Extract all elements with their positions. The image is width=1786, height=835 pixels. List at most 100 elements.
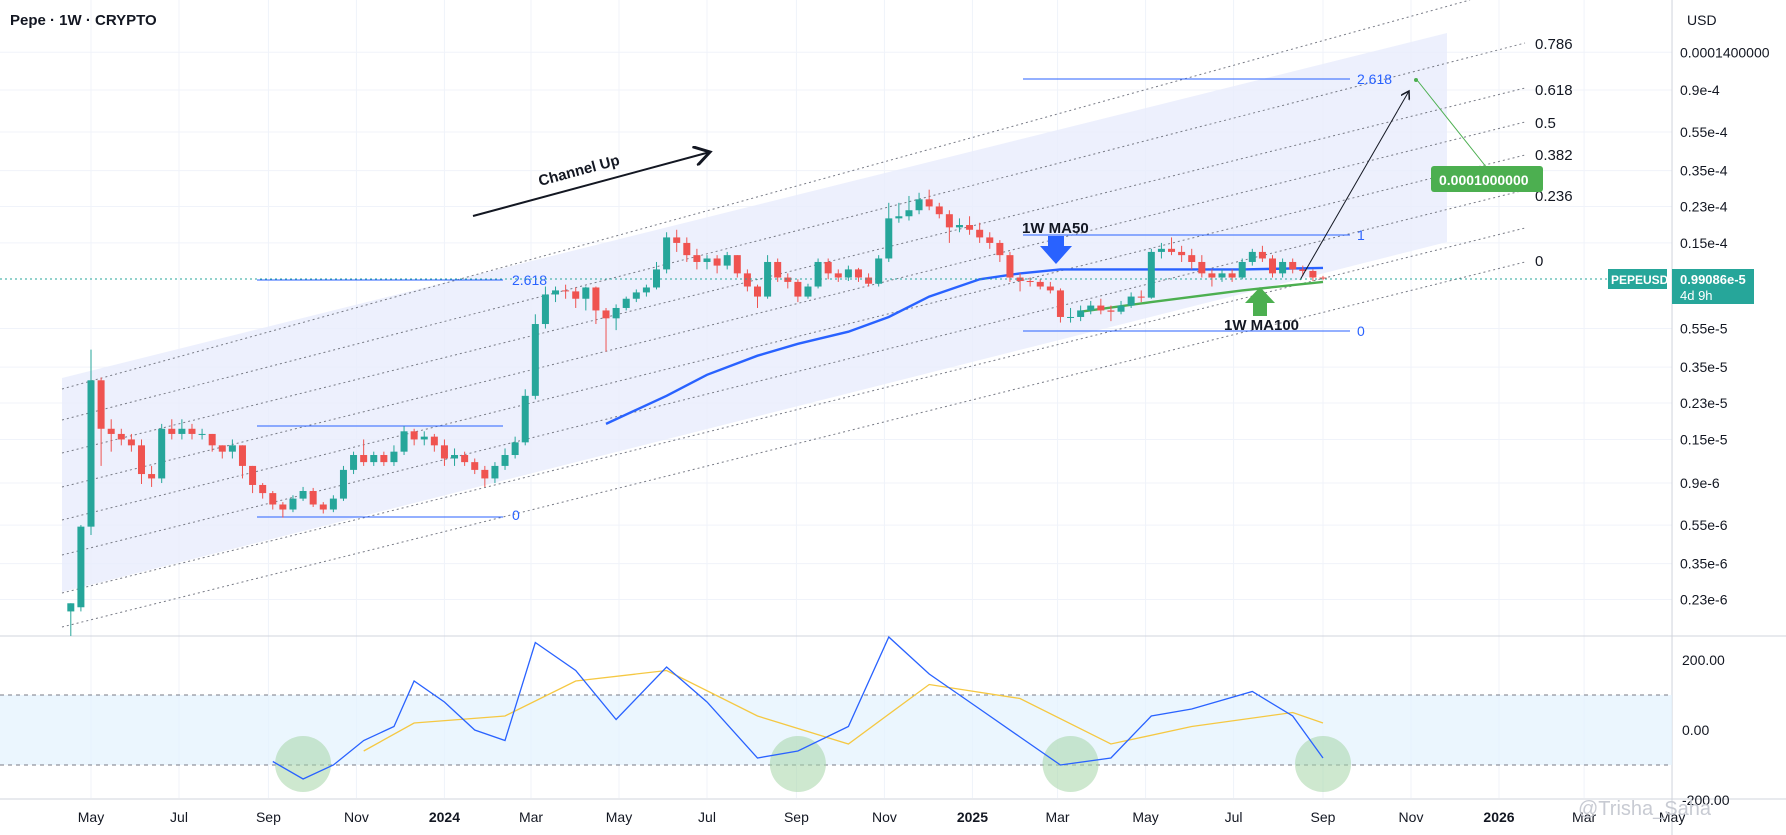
rsi-signal-line [363,669,1324,752]
candle-body [97,380,105,429]
candle-body [562,290,570,292]
rsi-tick-label: -200.00 [1682,792,1730,808]
oversold-circle-3 [1295,736,1351,792]
candle-2024-08-12 [764,255,772,299]
candle-body [1127,296,1135,306]
candle-body [410,431,418,440]
candle-body [966,225,974,230]
candle-body [511,442,519,456]
oversold-circle-0 [275,736,332,792]
price-badge-value: 0.99086e-5 [1680,272,1746,287]
candle-2024-03-11 [541,286,549,329]
fib1-label-bottom: 0 [512,507,520,523]
candle-body [461,455,469,463]
candle-2024-02-26 [521,389,529,446]
chart-title: Pepe · 1W · CRYPTO [10,12,157,29]
candle-body [1178,251,1186,256]
fib-label-0: 0 [1535,253,1543,270]
channel-line-3 [61,154,1526,521]
candle-body [905,210,913,217]
symbol-badge: PEPEUSD [1611,273,1669,287]
candle-body [1067,316,1075,318]
price-tick-label: 0.23e-6 [1680,591,1728,607]
candle-body [471,462,479,470]
candle-2025-06-23 [1218,269,1226,282]
candle-body [127,439,135,446]
candle-2023-07-17 [198,428,206,440]
candle-2024-11-25 [915,192,923,215]
candle-body [309,490,317,505]
candle-2024-03-18 [552,286,560,303]
annotations [472,78,1488,316]
candle-body [360,455,368,463]
channel-up-arrow [472,152,710,217]
candle-2024-01-29 [481,465,489,487]
candle-body [854,269,862,278]
candle-body [1319,277,1327,279]
candle-2025-01-20 [996,240,1004,262]
candle-2023-07-24 [208,433,216,452]
candle-2025-01-06 [976,222,984,243]
channel-fill [62,33,1447,592]
candle-2024-08-26 [784,273,792,289]
target-badge-value: 0.0001000000 [1439,172,1529,188]
candle-body [198,433,206,435]
candle-body [784,277,792,282]
axes: 0.0001400000 0.9e-4 0.55e-4 0.35e-4 0.23e-4 0… [78,44,1770,825]
candle-2024-09-16 [814,258,822,289]
channel-line-1 [61,227,1526,594]
candle-2025-09-01 [1319,275,1327,281]
candle-body [844,269,852,278]
time-tick-label: Nov [1399,809,1424,825]
candle-2024-02-12 [501,448,509,470]
candle-2024-12-16 [945,210,953,243]
time-tick-label: Sep [256,809,281,825]
candle-2025-06-09 [1198,255,1206,278]
candle-body [279,504,287,510]
candle-2024-09-23 [824,258,832,280]
candles [67,189,1327,636]
candle-body [774,261,782,278]
candle-2024-07-15 [723,251,731,270]
candle-body [875,258,883,284]
currency-label[interactable]: USD [1687,12,1717,28]
candle-body [1309,270,1317,278]
candle-2025-05-19 [1168,237,1176,256]
candle-body [703,258,711,262]
candle-body [541,294,549,325]
candle-2024-11-04 [885,202,893,262]
candle-body [723,255,731,266]
time-tick-label: Nov [872,809,897,825]
candle-body [491,465,499,479]
candle-body [77,526,85,608]
candle-2025-08-11 [1289,258,1297,274]
candle-2023-12-18 [420,431,428,446]
candle-body [1056,290,1064,317]
price-tick-label: 0.35e-4 [1680,163,1728,179]
ma-lines [605,266,1324,425]
candle-2024-04-29 [612,304,620,331]
price-tick-label: 0.55e-5 [1680,321,1728,337]
candle-2023-04-17 [67,603,75,636]
symbol-badge-bg [1608,269,1667,289]
candle-body [1077,310,1085,317]
ma50-label: 1W MA50 [1022,220,1089,237]
fib-small-labels: 2.618 0 2.618 1 0 [512,71,1392,523]
candle-2025-01-27 [1006,251,1014,282]
candle-body [632,292,640,299]
candle-body [592,287,600,311]
target-badge-bg [1431,166,1543,192]
candle-2024-05-06 [622,296,630,311]
candle-body [481,469,489,479]
fib2-label-one: 1 [1357,227,1365,243]
candle-2023-04-24 [77,525,85,612]
candle-body [1046,286,1054,291]
price-tick-label: 0.55e-6 [1680,517,1728,533]
candle-body [1258,251,1266,259]
time-tick-label: Mar [1572,809,1596,825]
candle-2023-11-20 [380,451,388,466]
candle-body [653,269,661,288]
ma100-label: 1W MA100 [1224,317,1299,334]
price-tick-label: 0.0001400000 [1680,44,1770,60]
